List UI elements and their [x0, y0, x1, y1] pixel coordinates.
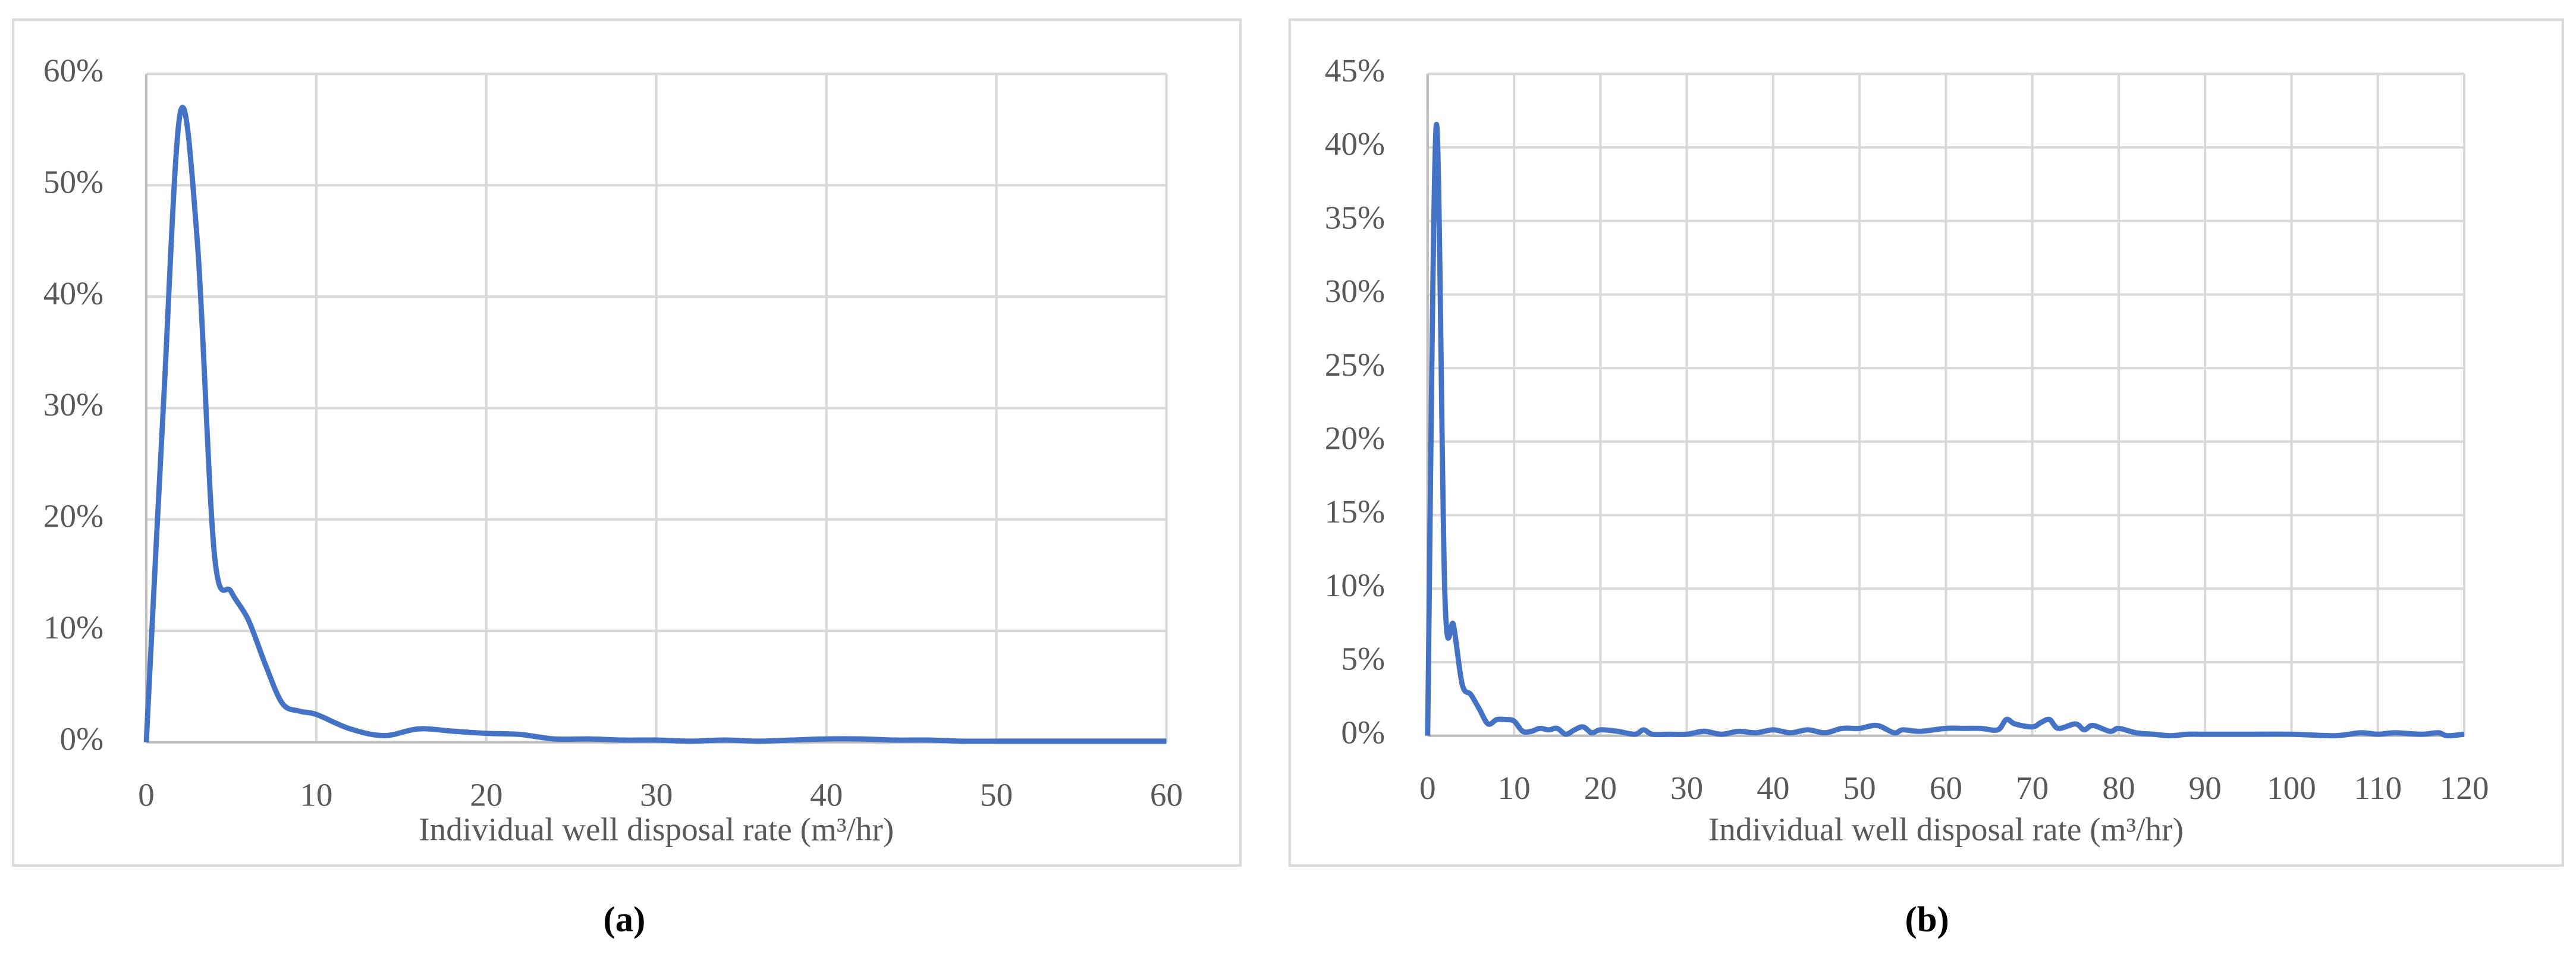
y-tick-label: 0% — [1341, 714, 1385, 750]
x-tick-label: 90 — [2189, 770, 2222, 806]
x-tick-label: 60 — [1930, 770, 1962, 806]
x-tick-label: 10 — [1497, 770, 1530, 806]
y-tick-label: 20% — [1325, 420, 1385, 457]
x-tick-label: 110 — [2354, 770, 2402, 806]
x-tick-label: 120 — [2440, 770, 2489, 806]
x-tick-label: 60 — [1150, 776, 1183, 813]
x-tick-label: 20 — [1584, 770, 1617, 806]
data-line — [143, 105, 1167, 744]
y-tick-label: 20% — [43, 498, 103, 534]
y-tick-label: 15% — [1325, 493, 1385, 530]
x-tick-label: 40 — [1757, 770, 1789, 806]
x-axis-label: Individual well disposal rate (m³/hr) — [1708, 811, 2184, 847]
x-tick-label: 30 — [640, 776, 673, 813]
y-tick-label: 40% — [1325, 126, 1385, 162]
x-tick-label: 80 — [2102, 770, 2135, 806]
panel-frame — [1288, 18, 2564, 867]
x-tick-label: 40 — [810, 776, 843, 813]
y-tick-label: 10% — [1325, 567, 1385, 603]
x-tick-label: 100 — [2267, 770, 2316, 806]
y-tick-label: 30% — [1325, 273, 1385, 309]
x-tick-label: 10 — [300, 776, 332, 813]
data-line — [1425, 121, 2465, 739]
x-tick-label: 70 — [2016, 770, 2049, 806]
y-tick-label: 0% — [59, 720, 103, 757]
y-tick-label: 40% — [43, 275, 103, 311]
y-tick-label: 5% — [1341, 641, 1385, 677]
x-tick-label: 30 — [1670, 770, 1703, 806]
x-tick-label: 0 — [1419, 770, 1436, 806]
caption: (b) — [1905, 900, 1949, 940]
x-tick-label: 50 — [980, 776, 1013, 813]
x-tick-label: 50 — [1843, 770, 1876, 806]
y-tick-label: 50% — [43, 163, 103, 200]
y-tick-label: 35% — [1325, 199, 1385, 235]
y-tick-label: 10% — [43, 609, 103, 646]
y-tick-label: 45% — [1325, 52, 1385, 89]
y-tick-label: 30% — [43, 386, 103, 423]
panel-frame — [12, 18, 1242, 867]
y-tick-label: 60% — [43, 52, 103, 89]
x-tick-label: 0 — [138, 776, 155, 813]
x-axis-label: Individual well disposal rate (m³/hr) — [419, 811, 894, 847]
caption: (a) — [603, 900, 645, 940]
y-tick-label: 25% — [1325, 347, 1385, 383]
x-tick-label: 20 — [470, 776, 502, 813]
